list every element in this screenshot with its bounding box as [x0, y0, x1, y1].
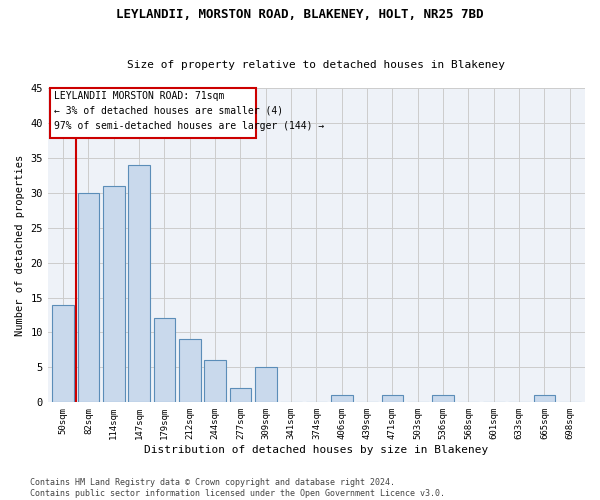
Bar	[52, 304, 74, 402]
Bar	[255, 368, 277, 402]
Bar	[230, 388, 251, 402]
Bar	[50, 88, 256, 138]
Bar	[433, 396, 454, 402]
Bar	[205, 360, 226, 403]
Y-axis label: Number of detached properties: Number of detached properties	[15, 154, 25, 336]
Bar	[382, 396, 403, 402]
Title: Size of property relative to detached houses in Blakeney: Size of property relative to detached ho…	[127, 60, 505, 70]
Bar	[103, 186, 125, 402]
Bar	[128, 165, 150, 402]
X-axis label: Distribution of detached houses by size in Blakeney: Distribution of detached houses by size …	[145, 445, 488, 455]
Bar	[77, 192, 99, 402]
Text: LEYLANDII MORSTON ROAD: 71sqm
← 3% of detached houses are smaller (4)
97% of sem: LEYLANDII MORSTON ROAD: 71sqm ← 3% of de…	[54, 91, 325, 131]
Bar	[533, 396, 555, 402]
Bar	[179, 340, 200, 402]
Bar	[331, 396, 353, 402]
Text: Contains HM Land Registry data © Crown copyright and database right 2024.
Contai: Contains HM Land Registry data © Crown c…	[30, 478, 445, 498]
Text: LEYLANDII, MORSTON ROAD, BLAKENEY, HOLT, NR25 7BD: LEYLANDII, MORSTON ROAD, BLAKENEY, HOLT,…	[116, 8, 484, 20]
Bar	[154, 318, 175, 402]
